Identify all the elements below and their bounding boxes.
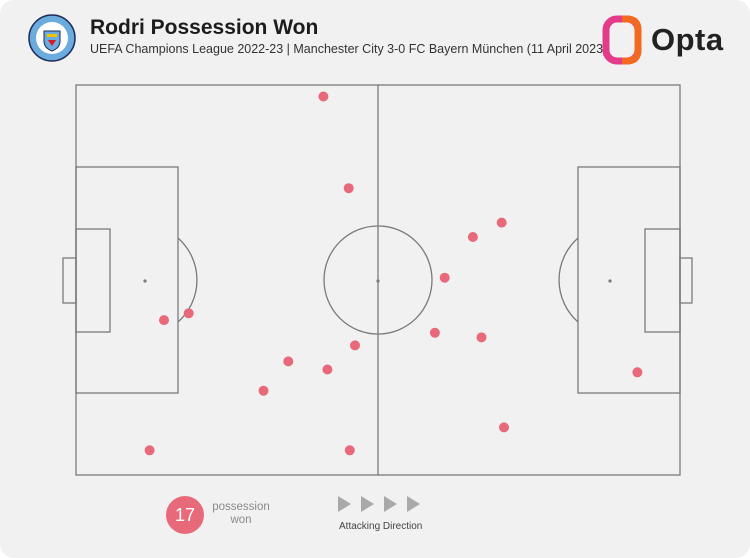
center-spot — [376, 279, 380, 283]
possession-won-point-8 — [429, 327, 440, 338]
right-six-yard-box — [644, 228, 681, 333]
opta-logo-icon — [602, 15, 642, 65]
attacking-direction-label: Attacking Direction — [339, 521, 423, 532]
possession-won-point-7 — [159, 315, 169, 326]
brand-wordmark: Opta — [651, 22, 724, 57]
left-six-yard-box — [75, 228, 111, 333]
possession-won-point-6 — [183, 308, 194, 319]
play-arrow-icon — [384, 496, 397, 512]
possession-count-label: possession won — [212, 501, 270, 526]
center-circle — [323, 225, 433, 335]
possession-won-point-13 — [258, 385, 269, 396]
right-penalty-area — [577, 166, 681, 394]
possession-won-point-12 — [322, 364, 333, 375]
possession-won-point-1 — [318, 91, 329, 102]
right-goal — [679, 257, 693, 304]
possession-won-point-9 — [476, 332, 487, 343]
possession-won-point-16 — [144, 445, 155, 456]
manchester-city-crest-icon — [28, 14, 76, 62]
possession-won-point-14 — [632, 367, 643, 378]
right-penalty-spot — [608, 279, 612, 283]
chart-subtitle: UEFA Champions League 2022-23 | Manchest… — [90, 42, 608, 56]
possession-won-point-3 — [467, 232, 478, 242]
possession-won-point-15 — [499, 422, 509, 433]
possession-won-point-10 — [350, 340, 360, 351]
left-penalty-area — [75, 166, 179, 394]
possession-won-point-2 — [343, 183, 354, 194]
play-arrow-icon — [338, 496, 351, 512]
possession-won-markers — [144, 91, 643, 456]
left-goal — [62, 257, 77, 304]
possession-won-point-11 — [283, 356, 294, 367]
pitch-lines — [62, 84, 693, 476]
possession-won-point-17 — [344, 445, 355, 456]
possession-count-badge: 17 — [166, 496, 204, 534]
possession-won-point-4 — [496, 217, 507, 228]
play-arrow-icon — [361, 496, 374, 512]
right-penalty-arc — [558, 237, 579, 323]
left-penalty-spot — [143, 279, 147, 283]
attacking-direction-arrows — [338, 496, 420, 512]
possession-won-point-5 — [439, 272, 450, 283]
chart-title: Rodri Possession Won — [90, 16, 319, 39]
play-arrow-icon — [407, 496, 420, 512]
